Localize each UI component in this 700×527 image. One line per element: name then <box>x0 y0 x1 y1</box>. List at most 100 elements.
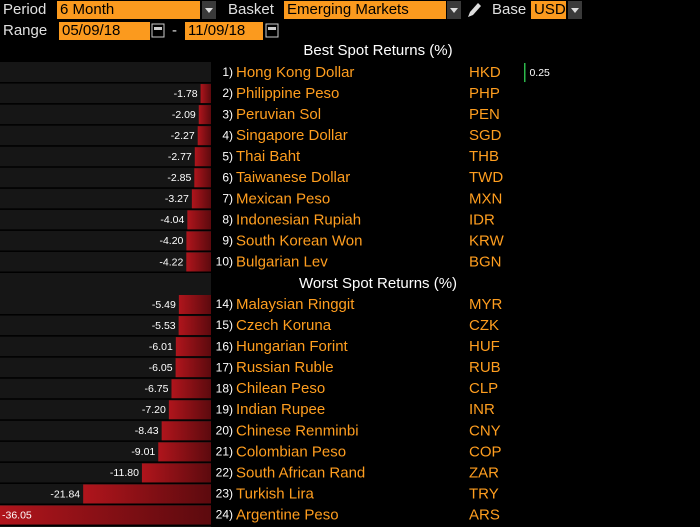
currency-code: PEN <box>469 106 500 123</box>
period-label: Period <box>3 1 46 18</box>
value-label: -7.20 <box>142 404 166 416</box>
rank: 21) <box>216 445 233 459</box>
rank: 14) <box>216 297 233 311</box>
rank: 3) <box>222 107 233 121</box>
calendar-icon[interactable] <box>151 23 165 38</box>
value-label: -4.22 <box>159 256 183 268</box>
bar <box>178 295 211 315</box>
value-label: -11.80 <box>110 467 139 479</box>
currency-name: South African Rand <box>236 464 365 481</box>
value-label: -9.01 <box>131 446 155 458</box>
row-band <box>0 145 211 147</box>
row-band <box>0 440 211 442</box>
currency-code: HKD <box>469 64 501 81</box>
currency-name: South Korean Won <box>236 232 362 249</box>
base-value[interactable]: USD <box>534 1 566 18</box>
range-end-field[interactable] <box>185 22 263 40</box>
currency-name: Philippine Peso <box>236 85 339 102</box>
value-label: -8.43 <box>135 425 159 437</box>
currency-name: Chilean Peso <box>236 380 325 397</box>
range-start-field[interactable] <box>59 22 150 40</box>
currency-code: CZK <box>469 317 499 334</box>
row-band <box>0 124 211 126</box>
range-end[interactable]: 11/09/18 <box>188 22 245 39</box>
row-band <box>0 314 211 316</box>
value-label: -2.27 <box>171 130 195 142</box>
period-value[interactable]: 6 Month <box>60 1 114 18</box>
currency-code: BGN <box>469 253 502 270</box>
currency-code: PHP <box>469 85 500 102</box>
rank: 10) <box>216 255 233 269</box>
value-label: -21.84 <box>50 488 80 500</box>
row-band <box>0 250 211 252</box>
currency-name: Thai Baht <box>236 148 301 165</box>
basket-label: Basket <box>228 1 275 18</box>
currency-name: Peruvian Sol <box>236 106 321 123</box>
bar <box>197 126 211 146</box>
bar <box>178 316 211 336</box>
value-label: -5.49 <box>152 299 176 311</box>
calendar-icon-top <box>268 27 276 30</box>
rank: 22) <box>216 466 233 480</box>
range-separator: - <box>172 22 177 39</box>
value-label: -2.09 <box>172 109 196 121</box>
currency-name: Hong Kong Dollar <box>236 64 354 81</box>
currency-code: ZAR <box>469 464 499 481</box>
bar <box>200 84 211 104</box>
value-label: -4.04 <box>160 214 184 226</box>
period-field[interactable] <box>57 1 200 19</box>
row-band <box>0 187 211 189</box>
row-band <box>0 335 211 337</box>
bar <box>158 442 211 462</box>
range-label: Range <box>3 22 47 39</box>
currency-code: CLP <box>469 380 498 397</box>
rank: 7) <box>222 191 233 205</box>
calendar-icon[interactable] <box>265 23 279 38</box>
row-band <box>0 82 211 84</box>
currency-code: IDR <box>469 211 495 228</box>
currency-code: RUB <box>469 359 501 376</box>
currency-name: Taiwanese Dollar <box>236 169 350 186</box>
rank: 20) <box>216 423 233 437</box>
rank: 2) <box>222 86 233 100</box>
currency-name: Indonesian Rupiah <box>236 211 361 228</box>
value-label: -2.85 <box>167 172 191 184</box>
row-band <box>0 461 211 463</box>
currency-code: CNY <box>469 422 501 439</box>
value-label: -1.78 <box>174 88 198 100</box>
currency-code: TWD <box>469 169 503 186</box>
row-band <box>0 229 211 231</box>
rank: 9) <box>222 234 233 248</box>
range-start[interactable]: 05/09/18 <box>62 22 120 39</box>
row-band <box>0 482 211 484</box>
bar <box>186 231 211 251</box>
currency-code: MYR <box>469 296 503 313</box>
bar <box>194 168 211 188</box>
basket-field[interactable] <box>284 1 446 19</box>
value-label: -5.53 <box>152 320 176 332</box>
basket-value[interactable]: Emerging Markets <box>287 1 409 18</box>
value-label: -6.05 <box>149 362 173 374</box>
edit-icon[interactable] <box>468 3 481 17</box>
bar <box>83 484 211 504</box>
currency-name: Czech Koruna <box>236 317 332 334</box>
arrow-icon <box>450 8 458 13</box>
rank: 23) <box>216 487 233 501</box>
bar <box>0 505 212 525</box>
currency-code: HUF <box>469 338 500 355</box>
bar <box>141 463 211 483</box>
bar <box>186 252 211 272</box>
currency-name: Malaysian Ringgit <box>236 296 355 313</box>
base-field[interactable] <box>531 1 566 19</box>
rank: 16) <box>216 339 233 353</box>
bar <box>168 400 211 420</box>
bar <box>187 210 211 230</box>
rank: 18) <box>216 381 233 395</box>
currency-name: Turkish Lira <box>236 485 314 502</box>
base-label: Base <box>492 1 526 18</box>
currency-name: Argentine Peso <box>236 506 339 523</box>
bar <box>175 358 211 378</box>
rank: 19) <box>216 402 233 416</box>
row-band <box>0 524 211 527</box>
currency-name: Colombian Peso <box>236 443 346 460</box>
